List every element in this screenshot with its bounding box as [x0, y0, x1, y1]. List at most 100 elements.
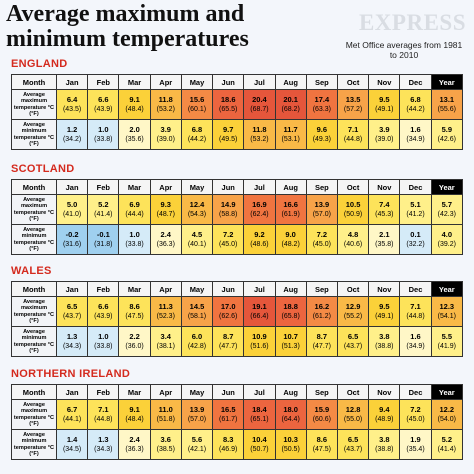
- fahrenheit-value: (47.5): [312, 446, 331, 453]
- celsius-value: 7.1: [347, 125, 359, 134]
- fahrenheit-value: (65.8): [281, 313, 300, 320]
- fahrenheit-value: (48.9): [375, 416, 394, 423]
- fahrenheit-value: (34.9): [406, 343, 425, 350]
- chart-title: Average maximum and minimum temperatures: [6, 1, 249, 52]
- temperature-cell: 11.7 (53.1): [274, 119, 307, 150]
- row-label: Average minimum temperature °C (°F): [11, 224, 57, 255]
- celsius-value: 9.3: [160, 200, 171, 209]
- fahrenheit-value: (50.7): [250, 446, 269, 453]
- year-header: Year: [430, 281, 464, 297]
- month-cell: Dec: [399, 281, 432, 297]
- temperature-cell: 18.8 (65.8): [274, 296, 307, 327]
- year-header: Year: [430, 74, 464, 90]
- fahrenheit-value: (61.2): [312, 313, 331, 320]
- temperature-cell: 5.2 (41.4): [87, 194, 120, 225]
- celsius-value: 17.0: [220, 302, 236, 311]
- temperature-table: Month Jan Feb Mar Apr May Jun Jul Aug Sep Oct Nov De…: [11, 281, 464, 357]
- row-label: Average maximum temperature °C (°F): [11, 194, 57, 225]
- temperature-cell: 13.1 (55.6): [430, 89, 464, 120]
- month-cell: Aug: [274, 281, 307, 297]
- temperature-cell: 1.0 (33.8): [118, 224, 151, 255]
- temperature-cell: 12.4 (54.3): [180, 194, 214, 225]
- fahrenheit-value: (43.9): [94, 106, 113, 113]
- fahrenheit-value: (42.1): [187, 446, 207, 453]
- header-row: Month Jan Feb Mar Apr May Jun Jul Aug Sep Oct Nov De…: [11, 281, 464, 297]
- month-cell: Apr: [149, 281, 182, 297]
- row-label: Average maximum temperature °C (°F): [11, 399, 57, 430]
- celsius-value: 1.6: [410, 332, 421, 341]
- temperature-cell: 7.2 (45.0): [305, 224, 338, 255]
- fahrenheit-value: (41.4): [94, 211, 113, 218]
- fahrenheit-value: (33.8): [94, 343, 113, 350]
- fahrenheit-value: (62.4): [250, 211, 269, 218]
- month-cell: Sep: [305, 281, 338, 297]
- subtitle: Met Office averages from 1981 to 2010: [345, 40, 463, 60]
- temperature-cell: 1.2 (34.2): [55, 119, 89, 150]
- month-cell: Nov: [368, 74, 401, 90]
- temperature-cell: 6.4 (43.5): [55, 89, 89, 120]
- row-label: Average minimum temperature °C (°F): [11, 326, 57, 357]
- celsius-value: 1.6: [410, 125, 421, 134]
- celsius-value: 13.9: [314, 200, 330, 209]
- month-cell: Apr: [149, 179, 182, 195]
- header-row: Month Jan Feb Mar Apr May Jun Jul Aug Sep Oct Nov De…: [11, 384, 464, 400]
- celsius-value: 13.5: [345, 95, 361, 104]
- fahrenheit-value: (34.5): [62, 446, 82, 453]
- celsius-value: 6.5: [66, 302, 78, 311]
- month-header: Month: [11, 281, 57, 297]
- celsius-value: 4.5: [191, 230, 203, 239]
- fahrenheit-value: (63.3): [312, 106, 331, 113]
- temperature-cell: 12.9 (55.2): [336, 296, 370, 327]
- fahrenheit-value: (49.5): [219, 136, 238, 143]
- max-temperature-row: Average maximum temperature °C (°F) 6.5 (4…: [11, 296, 464, 327]
- fahrenheit-value: (57.2): [343, 106, 363, 113]
- celsius-value: 13.1: [439, 95, 455, 104]
- fahrenheit-value: (43.7): [62, 313, 82, 320]
- temperature-cell: 0.1 (32.2): [399, 224, 432, 255]
- fahrenheit-value: (55.2): [343, 313, 363, 320]
- temperature-cell: 14.5 (58.1): [180, 296, 214, 327]
- temperature-cell: 9.1 (48.4): [118, 89, 151, 120]
- celsius-value: 10.7: [283, 332, 298, 341]
- fahrenheit-value: (39.2): [437, 241, 456, 248]
- fahrenheit-value: (41.9): [437, 343, 456, 350]
- temperature-cell: 3.4 (38.1): [149, 326, 182, 357]
- max-temperature-row: Average maximum temperature °C (°F) 6.7 (4…: [11, 399, 464, 430]
- temperature-cell: 9.3 (48.7): [149, 194, 182, 225]
- fahrenheit-value: (41.2): [406, 211, 425, 218]
- celsius-value: 1.0: [98, 125, 109, 134]
- temperature-cell: 6.0 (42.8): [180, 326, 214, 357]
- temperature-cell: 3.8 (38.8): [368, 429, 401, 460]
- month-cell: Apr: [149, 74, 182, 90]
- month-cell: Apr: [149, 384, 182, 400]
- celsius-value: 1.9: [410, 435, 421, 444]
- temperature-cell: 5.9 (42.6): [430, 119, 464, 150]
- celsius-value: 7.1: [98, 405, 109, 414]
- month-header: Month: [11, 179, 57, 195]
- temperature-cell: 3.9 (39.0): [149, 119, 182, 150]
- celsius-value: 5.6: [191, 435, 203, 444]
- fahrenheit-value: (51.3): [281, 343, 300, 350]
- fahrenheit-value: (45.0): [406, 416, 425, 423]
- month-cell: Jan: [55, 384, 89, 400]
- month-header: Month: [11, 74, 57, 90]
- temperature-cell: 2.4 (36.3): [149, 224, 182, 255]
- month-cell: Feb: [87, 179, 120, 195]
- temperature-cell: 15.6 (60.1): [180, 89, 214, 120]
- month-cell: Jun: [212, 179, 245, 195]
- temperature-cell: -0.2 (31.6): [55, 224, 89, 255]
- celsius-value: 9.1: [129, 95, 140, 104]
- temperature-cell: 18.6 (65.5): [212, 89, 245, 120]
- celsius-value: 6.0: [191, 332, 203, 341]
- fahrenheit-value: (44.2): [406, 106, 425, 113]
- fahrenheit-value: (52.3): [156, 313, 175, 320]
- temperature-cell: 9.5 (49.1): [368, 89, 401, 120]
- temperature-cell: 6.9 (44.4): [118, 194, 151, 225]
- fahrenheit-value: (57.0): [312, 211, 331, 218]
- temperature-cell: 11.0 (51.8): [149, 399, 182, 430]
- region-title: WALES: [11, 265, 52, 277]
- temperature-cell: 10.4 (50.7): [243, 429, 276, 460]
- month-cell: Jul: [243, 384, 276, 400]
- fahrenheit-value: (34.2): [62, 136, 82, 143]
- min-temperature-row: Average minimum temperature °C (°F) 1.4 (3…: [11, 429, 464, 460]
